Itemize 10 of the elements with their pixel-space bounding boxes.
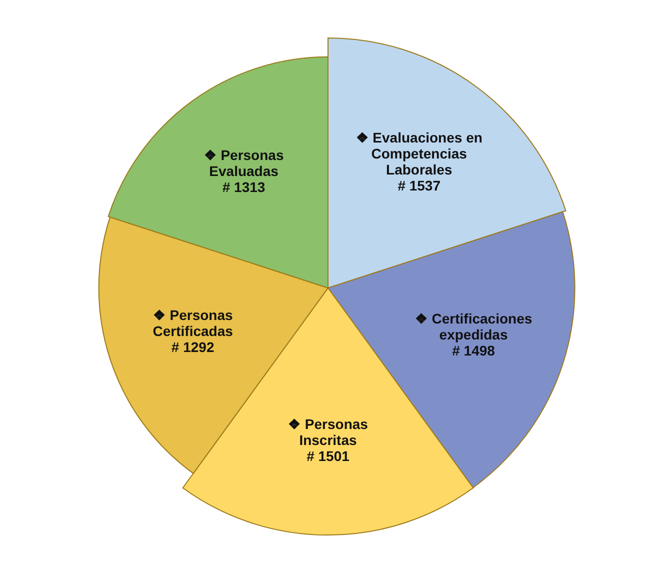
category-label: ❖ Certificaciones expedidas bbox=[414, 310, 532, 342]
data-label: # 1313 bbox=[222, 179, 266, 196]
category-label: ❖ Evaluaciones en Competencias Laborales bbox=[356, 130, 482, 178]
data-label: # 1498 bbox=[452, 342, 496, 358]
data-label: # 1501 bbox=[306, 448, 350, 464]
category-label: ❖ Personas Evaluadas bbox=[204, 147, 284, 180]
category-label: ❖ Personas Certificadas bbox=[152, 306, 234, 339]
data-label: # 1292 bbox=[171, 338, 214, 355]
data-label: # 1537 bbox=[398, 178, 441, 194]
category-label: ❖ Personas Inscritas bbox=[288, 416, 368, 448]
